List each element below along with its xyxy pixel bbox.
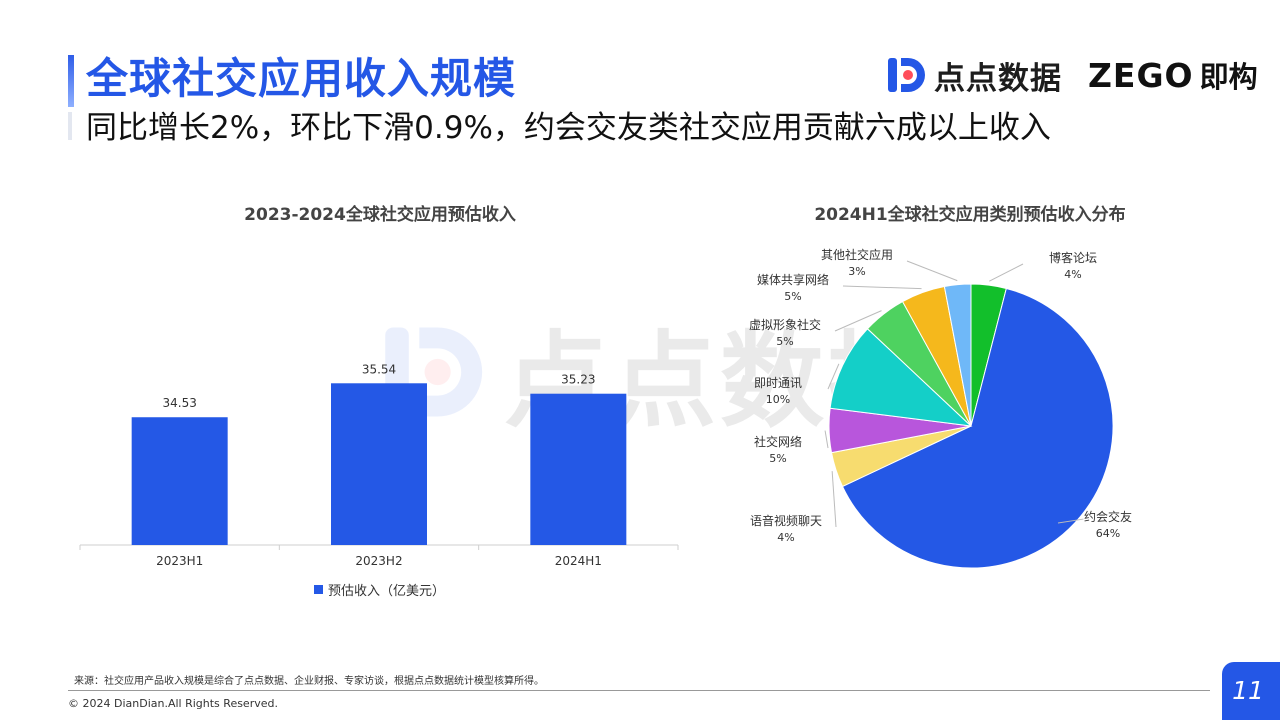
pie-leader-line (834, 310, 882, 332)
bar-chart: 34.53 2023H1 35.54 2023H2 35.23 2024H1 (79, 362, 679, 568)
bar-value-label: 35.54 (362, 362, 396, 376)
bar (131, 417, 228, 545)
pie-slice-percent: 3% (848, 265, 865, 278)
zego-logo-text: ZEGO (1088, 55, 1194, 95)
pie-leader-line (1057, 518, 1084, 524)
pie-slice-name: 社交网络 (754, 434, 802, 449)
bar-value-label: 35.23 (561, 373, 595, 387)
pie-slice-name: 其他社交应用 (821, 247, 893, 262)
pie-slice-name: 虚拟形象社交 (749, 317, 821, 332)
pie-leader-line (906, 260, 958, 282)
pie-slice (943, 283, 972, 427)
pie-leader-line (827, 363, 840, 390)
pie-slice-name: 博客论坛 (1049, 250, 1097, 265)
pie-slice-percent: 5% (784, 290, 801, 303)
title-accent-bar (68, 55, 74, 107)
footer-divider (68, 690, 1210, 691)
bar-chart-legend: 预估收入（亿美元） (314, 580, 445, 599)
bar-category-label: 2023H2 (355, 554, 402, 568)
bar (530, 393, 627, 545)
bar-category-label: 2024H1 (555, 554, 602, 568)
pie-slice-name: 即时通讯 (754, 376, 802, 390)
zego-logo: ZEGO 即构 (1088, 54, 1258, 96)
bar-chart-title: 2023-2024全球社交应用预估收入 (244, 205, 516, 225)
copyright: © 2024 DianDian.All Rights Reserved. (68, 697, 278, 710)
legend-swatch (314, 585, 323, 594)
bar-category-label: 2023H1 (156, 554, 203, 568)
legend-label: 预估收入（亿美元） (328, 584, 446, 599)
subtitle-accent-bar (68, 112, 72, 140)
page-number-box: 11 (1222, 662, 1280, 720)
pie-slice (829, 328, 973, 427)
diandian-logo-text: 点点数据 (934, 60, 1062, 97)
zego-logo-cn: 即构 (1199, 60, 1258, 94)
pie-chart: 博客论坛 4% 约会交友 64% 语音视频聊天 4% 社交网络 5% 即时通讯 10% 虚拟形象社交… (749, 247, 1132, 569)
pie-slice-percent: 64% (1096, 527, 1120, 540)
pie-leader-line (831, 471, 837, 528)
bar (331, 383, 427, 545)
pie-slice-percent: 10% (766, 393, 790, 406)
pie-leader-line (842, 285, 922, 290)
pie-chart-title: 2024H1全球社交应用类别预估收入分布 (814, 205, 1126, 225)
diandian-logo: 点点数据 (886, 54, 1062, 97)
pie-leader-line (989, 263, 1024, 282)
pie-leader-line (824, 430, 829, 449)
pie-slice-percent: 4% (777, 531, 794, 544)
source-note: 来源：社交应用产品收入规模是综合了点点数据、企业财报、专家访谈，根据点点数据统计… (74, 676, 544, 687)
diandian-logo-icon (888, 58, 925, 92)
pie-slice (841, 287, 1114, 569)
page-subtitle: 同比增长2%，环比下滑0.9%，约会交友类社交应用贡献六成以上收入 (86, 110, 1051, 146)
pie-slice-name: 媒体共享网络 (757, 272, 829, 287)
pie-slice-name: 约会交友 (1084, 509, 1132, 524)
page-number: 11 (1232, 676, 1264, 705)
pie-slice-percent: 4% (1064, 268, 1081, 281)
bar-value-label: 34.53 (162, 396, 196, 410)
page-title: 全球社交应用收入规模 (86, 54, 517, 103)
pie-slice-percent: 5% (769, 452, 786, 465)
pie-slice-percent: 5% (776, 335, 793, 348)
pie-slice-name: 语音视频聊天 (750, 513, 822, 528)
